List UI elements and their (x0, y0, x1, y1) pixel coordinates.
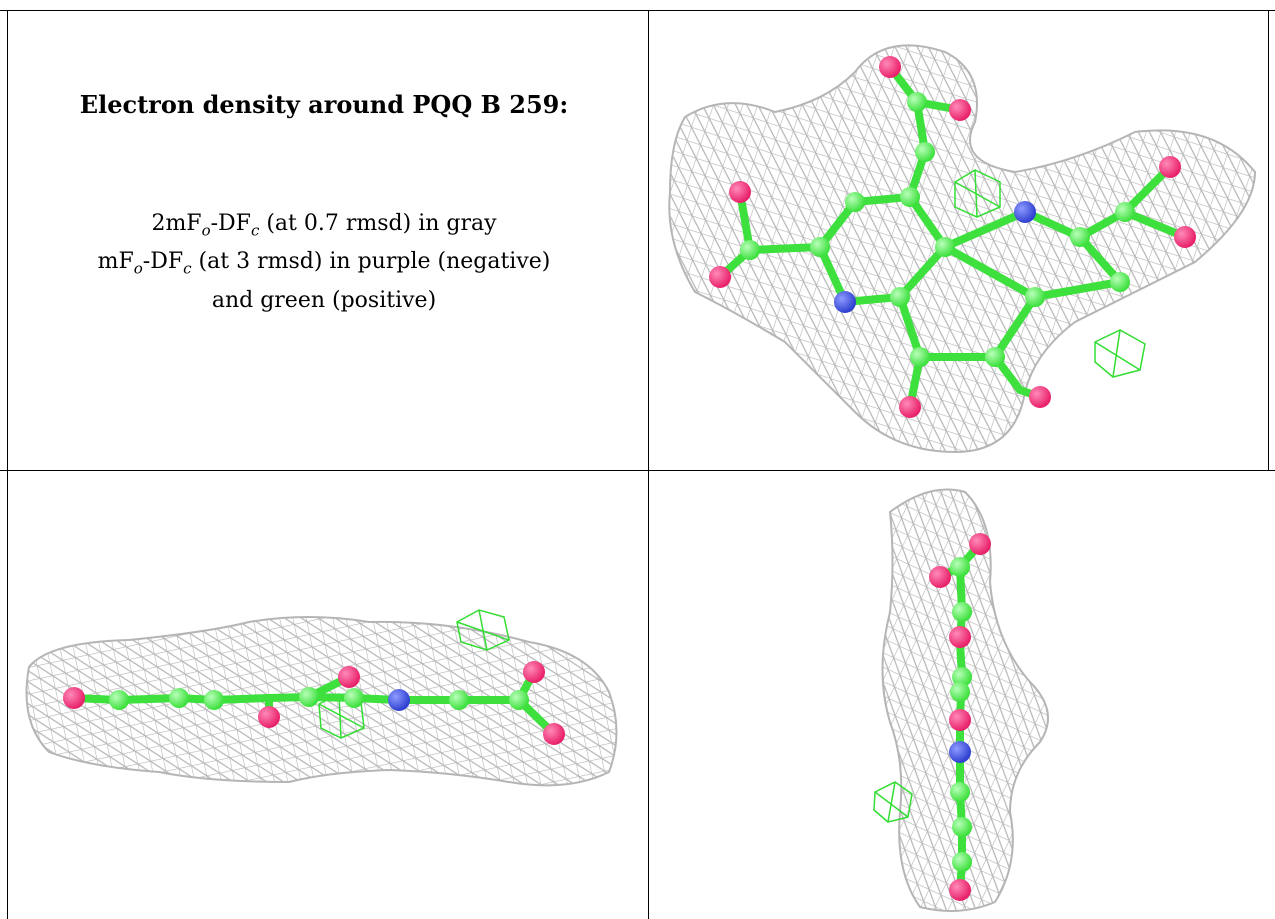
table-border-left (7, 10, 8, 919)
table-border-top (0, 10, 1275, 11)
figure-description: 2mFo-DFc (at 0.7 rmsd) in gray mFo-DFc (… (0, 208, 648, 317)
positive-density-blobs (954, 169, 1146, 378)
pqq-model-atoms (709, 56, 1196, 418)
legend-line-green: and green (positive) (211, 287, 437, 313)
end-view-image (873, 488, 1049, 912)
table-divider-horizontal (0, 470, 1275, 471)
caption-cell: Electron density around PQQ B 259: 2mFo-… (0, 0, 648, 470)
table-divider-vertical (648, 10, 649, 919)
side-view-image (25, 609, 618, 787)
positive-density-blobs (873, 781, 913, 823)
top-view-image (668, 44, 1257, 454)
legend-line-2fo-dfc: 2mFo-DFc (at 0.7 rmsd) in gray (151, 211, 497, 240)
legend-line-fo-dfc: mFo-DFc (at 3 rmsd) in purple (negative) (97, 249, 551, 278)
density-panel-end-view (650, 472, 1267, 919)
pqq-model-atoms (929, 533, 991, 901)
density-panel-side-view (9, 472, 647, 919)
density-mesh-2fo (668, 44, 1257, 454)
density-panel-top-view (655, 12, 1267, 468)
pqq-model-atoms (63, 661, 565, 745)
table-border-right (1268, 10, 1269, 470)
figure-title: Electron density around PQQ B 259: (79, 90, 569, 119)
